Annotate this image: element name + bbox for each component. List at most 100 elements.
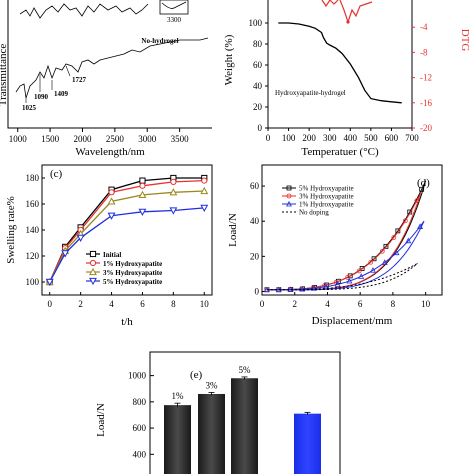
panel-b-dtg-curve xyxy=(321,0,373,24)
panel-a-xtick-label: 1000 xyxy=(9,134,28,144)
panel-b-xtick-label: 600 xyxy=(385,133,399,143)
panel-d-point xyxy=(402,218,408,224)
panel-d-xtick-label: 4 xyxy=(325,299,330,309)
panel-b-ylabel: Weight (%) xyxy=(223,34,235,85)
panel-b-y2tick-label: -4 xyxy=(420,22,428,32)
panel-d-point xyxy=(369,267,376,273)
panel-d-xlabel: Displacement/mm xyxy=(312,315,393,327)
panel-b-ytick-label: 40 xyxy=(253,81,263,91)
panel-a-3300-label: 3300 xyxy=(167,16,182,24)
panel-d-point xyxy=(383,243,389,249)
panel-c-xtick-label: 4 xyxy=(109,299,114,309)
panel-d-xtick-label: 0 xyxy=(260,299,265,309)
panel-c-point xyxy=(139,182,146,189)
panel-e-bars: (e) 400 600 800 1000 Load/N 1% 3% 5% xyxy=(95,351,341,474)
panel-c-point xyxy=(200,186,209,195)
panel-c-point xyxy=(169,188,178,196)
panel-b-ytick-label: 0 xyxy=(258,123,263,133)
panel-d-point xyxy=(346,277,353,284)
panel-b-xlabel: Temperatuer (°C) xyxy=(301,146,379,158)
panel-c-ytick-label: 100 xyxy=(26,277,40,287)
panel-d-legend-label: 3% Hydroxyapatite xyxy=(299,193,354,201)
panel-d-axes xyxy=(261,164,443,296)
panel-d-point xyxy=(379,248,385,254)
panel-d-xtick-label: 10 xyxy=(421,299,431,309)
panel-c-ytick-label: 140 xyxy=(26,225,40,235)
panel-d-ytick-label: 0 xyxy=(255,286,260,296)
panel-e-axes xyxy=(149,351,341,474)
panel-d-unloading-curve xyxy=(266,263,418,291)
panel-a-inset xyxy=(159,0,189,15)
panel-b-ytick-label: 20 xyxy=(253,102,263,112)
panel-d-point xyxy=(381,259,388,265)
panel-b-xtick-label: 500 xyxy=(364,133,378,143)
panel-e-bar xyxy=(164,405,191,474)
panel-b-y2tick-label: -16 xyxy=(420,98,432,108)
panel-e-tag: (e) xyxy=(190,369,203,381)
panel-c-xtick-label: 2 xyxy=(78,299,83,309)
panel-d-legend-label: No doping xyxy=(299,209,329,217)
panel-d-load: (d) 0 2 4 6 8 10 0 20 40 60 Load/N Displacement/m… xyxy=(227,164,443,327)
panel-d-point xyxy=(359,266,365,271)
panel-c-point xyxy=(200,204,209,213)
panel-d-point xyxy=(393,249,400,256)
panel-c-point xyxy=(89,277,97,286)
panel-a-xtick-label: 2500 xyxy=(106,134,125,144)
panel-a-no-hydrogel-label: No-hydrogel xyxy=(141,37,178,45)
panel-d-series-3 xyxy=(266,262,418,291)
panel-c-point xyxy=(170,178,177,185)
panel-d-point xyxy=(368,259,374,265)
panel-d-point xyxy=(356,268,362,274)
panel-c-legend-label: 1% Hydroxyapatite xyxy=(103,260,162,268)
panel-c-point xyxy=(76,234,85,242)
panel-a-peak-1409: 1409 xyxy=(54,90,69,98)
panel-c-xtick-label: 6 xyxy=(140,299,145,309)
panel-b-xtick-label: 300 xyxy=(323,133,337,143)
panel-e-ytick-label: 800 xyxy=(133,397,147,407)
panel-d-xtick-label: 2 xyxy=(292,299,297,309)
panel-c-point xyxy=(139,177,146,184)
panel-e-bar xyxy=(231,378,258,474)
panel-b-xtick-label: 0 xyxy=(266,133,271,143)
panel-c-point xyxy=(61,250,70,258)
panel-d-point xyxy=(358,273,365,279)
panel-c-point xyxy=(169,207,178,215)
panel-c-legend-label: 5% Hydroxyapatite xyxy=(103,278,162,286)
panel-c-ytick-label: 120 xyxy=(26,251,40,261)
panel-b-weight-curve xyxy=(278,22,402,104)
panel-e-bar-2: 5% xyxy=(231,365,258,474)
panel-c-tag: (c) xyxy=(50,168,63,180)
panel-a-xlabel: Wavelength/nm xyxy=(75,146,145,158)
panel-d-point xyxy=(371,256,377,262)
panel-d-legend-label: 5% Hydroxyapatite xyxy=(299,185,354,193)
panel-c-point xyxy=(201,177,208,184)
panel-a-xtick-label: 1500 xyxy=(41,134,60,144)
panel-e-ytick-label: 1000 xyxy=(128,371,147,381)
panel-b-y2tick-label: -12 xyxy=(420,73,432,83)
panel-c-xtick-label: 0 xyxy=(47,299,52,309)
panel-c-swelling: (c) 0 2 4 6 8 10 100 120 140 160 180 Swelling rate… xyxy=(5,164,213,328)
panel-c-ylabel: Swelling rate% xyxy=(5,196,17,264)
panel-b-y2tick-label: -8 xyxy=(420,47,428,57)
panel-d-ytick-label: 60 xyxy=(250,181,260,191)
panel-c-ytick-label: 160 xyxy=(26,199,40,209)
panel-b-ytick-label: 80 xyxy=(253,39,263,49)
panel-d-tag: (d) xyxy=(417,177,430,189)
panel-b-axes xyxy=(267,0,413,129)
panel-d-loading-curve xyxy=(266,220,425,291)
panel-c-point xyxy=(138,208,147,216)
panel-e-ylabel: Load/N xyxy=(95,403,107,437)
panel-a-peak-1090: 1090 xyxy=(34,93,49,101)
panel-b-xtick-label: 700 xyxy=(405,133,419,143)
panel-a-xtick-label: 2000 xyxy=(73,134,92,144)
panel-d-legend-label: 1% Hydroxyapatite xyxy=(299,201,354,209)
panel-b-xtick-label: 400 xyxy=(344,133,358,143)
panel-c-point xyxy=(107,212,116,220)
panel-a-inset-peak xyxy=(161,1,187,9)
panel-c-point xyxy=(45,278,54,287)
panel-d-point xyxy=(334,281,341,287)
panel-c-xlabel: t/h xyxy=(121,316,133,328)
panel-e-bar-0: 1% xyxy=(164,391,191,474)
panel-d-loading-curve xyxy=(266,262,418,291)
panel-b-y2tick-label: -20 xyxy=(420,123,432,133)
